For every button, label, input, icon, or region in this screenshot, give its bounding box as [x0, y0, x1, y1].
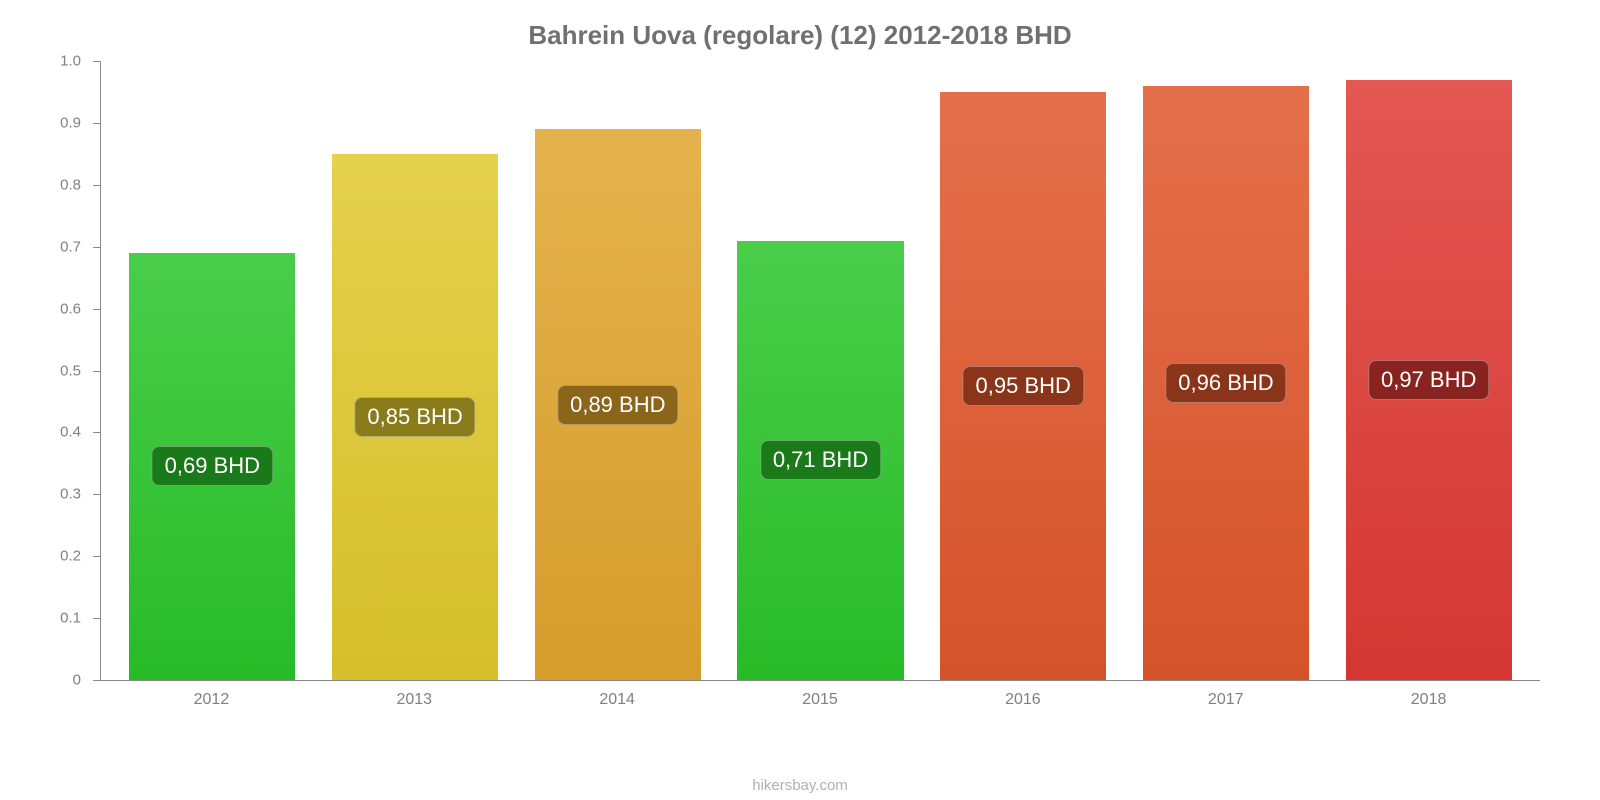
- y-tick-mark: [93, 247, 101, 248]
- y-axis-label: 0.1: [60, 610, 81, 627]
- y-axis-label: 0.2: [60, 548, 81, 565]
- y-tick-mark: [93, 61, 101, 62]
- x-axis-label: 2017: [1124, 681, 1327, 721]
- y-tick-mark: [93, 432, 101, 433]
- bar: 0,95 BHD: [940, 92, 1106, 680]
- y-axis-label: 0: [73, 672, 81, 689]
- y-tick-mark: [93, 185, 101, 186]
- bar: 0,69 BHD: [129, 253, 295, 680]
- y-axis-label: 0.4: [60, 424, 81, 441]
- y-tick-mark: [93, 494, 101, 495]
- y-axis-label: 0.6: [60, 300, 81, 317]
- value-badge: 0,71 BHD: [760, 440, 881, 480]
- y-axis-label: 0.3: [60, 486, 81, 503]
- credit-text: hikersbay.com: [0, 777, 1600, 794]
- y-tick-mark: [93, 556, 101, 557]
- chart-title: Bahrein Uova (regolare) (12) 2012-2018 B…: [40, 20, 1560, 51]
- y-axis-label: 0.8: [60, 176, 81, 193]
- x-axis-label: 2016: [921, 681, 1124, 721]
- bar-slot: 0,71 BHD: [719, 61, 922, 680]
- bar-slot: 0,95 BHD: [922, 61, 1125, 680]
- value-badge: 0,69 BHD: [152, 446, 273, 486]
- x-axis-labels: 2012201320142015201620172018: [100, 681, 1540, 721]
- y-axis-label: 0.9: [60, 114, 81, 131]
- x-axis-label: 2015: [719, 681, 922, 721]
- y-tick-mark: [93, 123, 101, 124]
- y-axis-label: 0.5: [60, 362, 81, 379]
- bar-slot: 0,97 BHD: [1327, 61, 1530, 680]
- bar: 0,96 BHD: [1143, 86, 1309, 680]
- bar-slot: 0,69 BHD: [111, 61, 314, 680]
- y-tick-mark: [93, 309, 101, 310]
- x-axis-label: 2013: [313, 681, 516, 721]
- value-badge: 0,97 BHD: [1368, 360, 1489, 400]
- value-badge: 0,85 BHD: [354, 397, 475, 437]
- y-axis-label: 0.7: [60, 238, 81, 255]
- x-axis-label: 2012: [110, 681, 313, 721]
- bars-region: 0,69 BHD 0,85 BHD 0,89 BHD 0,71 BHD 0,95 BHD…: [101, 61, 1540, 680]
- plot-inner: 0,69 BHD 0,85 BHD 0,89 BHD 0,71 BHD 0,95 BHD…: [100, 61, 1540, 681]
- bar: 0,85 BHD: [332, 154, 498, 680]
- bar: 0,89 BHD: [535, 129, 701, 680]
- bar-slot: 0,89 BHD: [516, 61, 719, 680]
- bar-slot: 0,96 BHD: [1125, 61, 1328, 680]
- value-badge: 0,95 BHD: [963, 366, 1084, 406]
- x-axis-label: 2014: [516, 681, 719, 721]
- y-tick-mark: [93, 371, 101, 372]
- y-tick-mark: [93, 618, 101, 619]
- value-badge: 0,96 BHD: [1165, 363, 1286, 403]
- bar-slot: 0,85 BHD: [314, 61, 517, 680]
- y-axis-label: 1.0: [60, 53, 81, 70]
- x-axis-label: 2018: [1327, 681, 1530, 721]
- value-badge: 0,89 BHD: [557, 385, 678, 425]
- bar: 0,97 BHD: [1346, 80, 1512, 680]
- chart-container: Bahrein Uova (regolare) (12) 2012-2018 B…: [0, 0, 1600, 800]
- plot-area: 0,69 BHD 0,85 BHD 0,89 BHD 0,71 BHD 0,95 BHD…: [40, 61, 1560, 721]
- bar: 0,71 BHD: [737, 241, 903, 680]
